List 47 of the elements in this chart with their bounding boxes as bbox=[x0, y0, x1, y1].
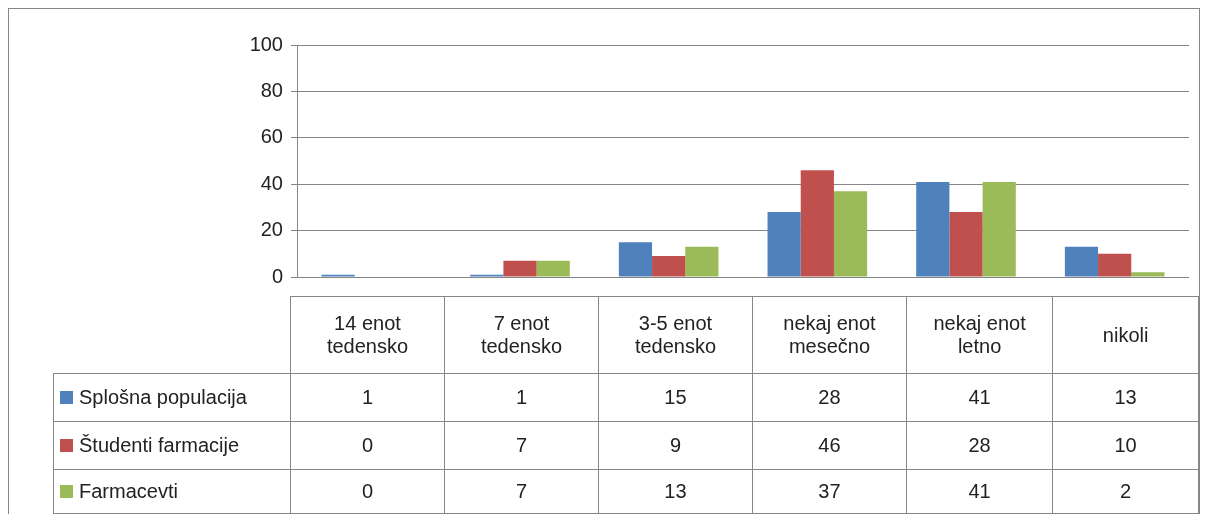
bar bbox=[767, 212, 801, 277]
y-tick-label: 40 bbox=[260, 171, 283, 194]
data-label: 28 bbox=[906, 421, 1053, 470]
data-label: 15 bbox=[598, 373, 753, 422]
data-label: 9 bbox=[598, 421, 753, 470]
x-tick-label: 14 enot tedensko bbox=[290, 296, 445, 374]
bar bbox=[833, 191, 868, 277]
x-tick-label: nikoli bbox=[1052, 296, 1199, 374]
x-tick-label: nekaj enot mesečno bbox=[752, 296, 907, 374]
data-label: 28 bbox=[752, 373, 907, 422]
y-tick-label: 0 bbox=[271, 264, 283, 287]
x-tick-label: 3-5 enot tedensko bbox=[598, 296, 753, 374]
data-label: 2 bbox=[1052, 469, 1199, 514]
data-label: 13 bbox=[1052, 373, 1199, 422]
x-tick-label: nekaj enot letno bbox=[906, 296, 1053, 374]
legend-label: Farmacevti bbox=[79, 480, 178, 502]
bar bbox=[1131, 272, 1165, 277]
data-label: 41 bbox=[906, 373, 1053, 422]
bar bbox=[949, 212, 983, 277]
data-label: 1 bbox=[444, 373, 599, 422]
legend-label: Študenti farmacije bbox=[79, 434, 240, 456]
data-label: 0 bbox=[290, 421, 445, 470]
y-tick-label: 20 bbox=[260, 218, 283, 241]
x-tick-label: 7 enot tedensko bbox=[444, 296, 599, 374]
bar bbox=[1064, 246, 1099, 277]
data-label: 7 bbox=[444, 469, 599, 514]
legend-label: Splošna populacija bbox=[79, 386, 247, 408]
bar bbox=[1098, 253, 1132, 277]
bar bbox=[982, 181, 1016, 277]
bar bbox=[652, 256, 686, 277]
data-label: 0 bbox=[290, 469, 445, 514]
y-tick-label: 80 bbox=[260, 78, 283, 101]
data-label: 13 bbox=[598, 469, 753, 514]
y-tick-label: 60 bbox=[260, 125, 283, 148]
data-label: 41 bbox=[906, 469, 1053, 514]
bar bbox=[618, 242, 653, 277]
data-label: 46 bbox=[752, 421, 907, 470]
data-label: 37 bbox=[752, 469, 907, 514]
bar bbox=[503, 260, 537, 277]
bar bbox=[800, 170, 834, 277]
bar bbox=[685, 246, 719, 277]
y-tick-label: 100 bbox=[249, 32, 283, 55]
bar bbox=[536, 260, 570, 277]
bar bbox=[916, 181, 950, 277]
data-label: 1 bbox=[290, 373, 445, 422]
data-label: 10 bbox=[1052, 421, 1199, 470]
data-label: 7 bbox=[444, 421, 599, 470]
